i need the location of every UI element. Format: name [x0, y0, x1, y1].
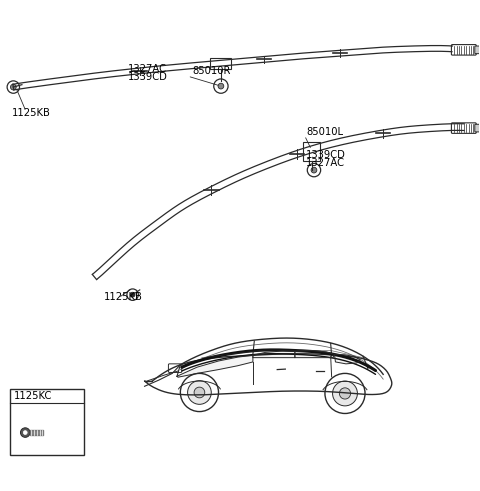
FancyBboxPatch shape — [475, 46, 480, 54]
Circle shape — [333, 381, 358, 406]
FancyBboxPatch shape — [475, 124, 480, 132]
Text: 1339CD: 1339CD — [128, 72, 168, 82]
Text: 1125KC: 1125KC — [14, 391, 52, 401]
Text: 1327AC: 1327AC — [305, 158, 344, 168]
FancyBboxPatch shape — [451, 123, 476, 134]
FancyBboxPatch shape — [168, 364, 182, 373]
Circle shape — [7, 81, 20, 93]
Polygon shape — [295, 351, 335, 357]
Circle shape — [194, 387, 205, 398]
Circle shape — [130, 292, 135, 297]
FancyBboxPatch shape — [303, 142, 320, 161]
Circle shape — [21, 428, 30, 437]
Text: 85010L: 85010L — [307, 127, 344, 136]
Circle shape — [180, 373, 218, 411]
Circle shape — [24, 431, 27, 435]
Circle shape — [339, 388, 350, 399]
Text: 1125KB: 1125KB — [104, 292, 143, 302]
Polygon shape — [335, 355, 360, 364]
Text: 1327AC: 1327AC — [128, 64, 167, 74]
Circle shape — [214, 79, 228, 93]
Polygon shape — [253, 351, 295, 357]
Text: 85010R: 85010R — [192, 66, 231, 76]
Text: 1339CD: 1339CD — [305, 150, 345, 160]
Text: 1125KB: 1125KB — [12, 108, 51, 118]
Circle shape — [188, 381, 211, 404]
Bar — [10, 389, 84, 456]
Circle shape — [307, 164, 321, 177]
FancyBboxPatch shape — [451, 45, 476, 55]
Circle shape — [11, 84, 16, 90]
Polygon shape — [177, 355, 253, 377]
Circle shape — [325, 373, 365, 413]
FancyBboxPatch shape — [210, 58, 231, 69]
Circle shape — [218, 83, 224, 89]
Circle shape — [311, 167, 317, 173]
Circle shape — [127, 289, 138, 300]
